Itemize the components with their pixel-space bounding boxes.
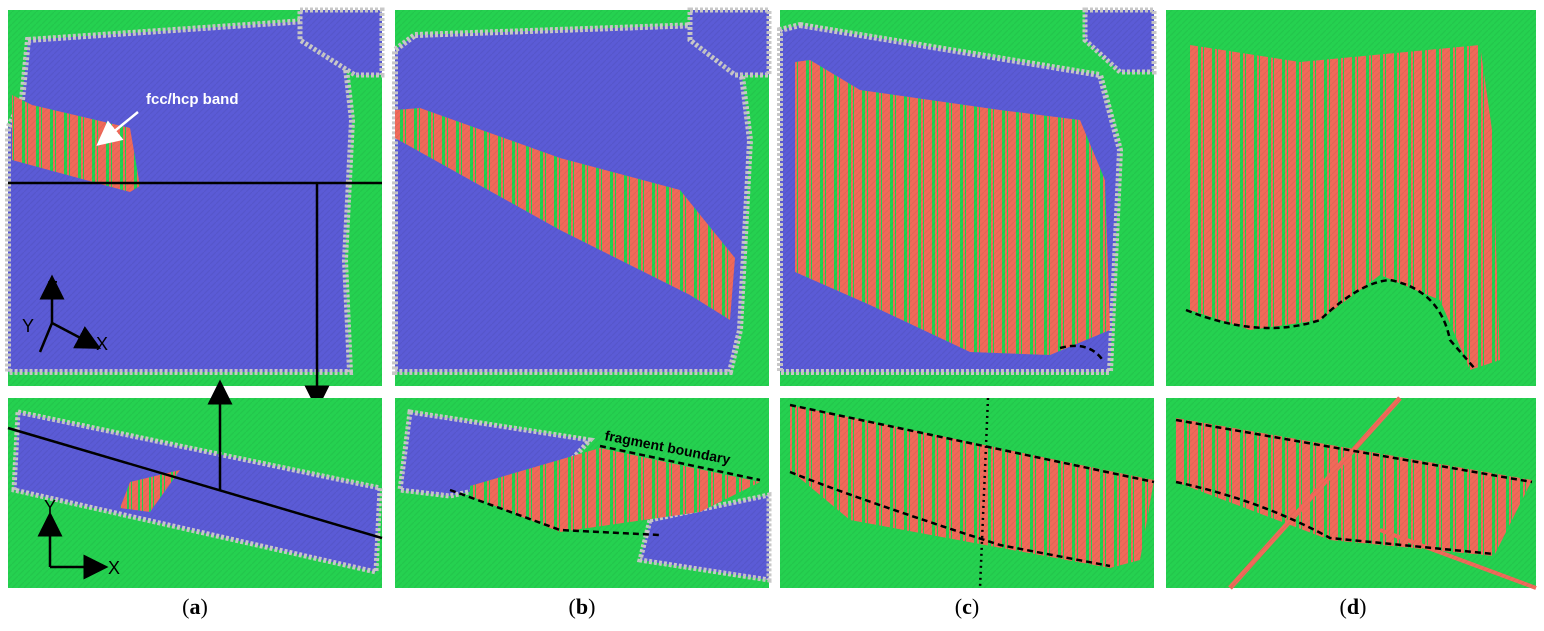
caption-d: (d) (1339, 594, 1367, 619)
fcc-hcp-band-arrow (96, 111, 139, 146)
fragment-boundary-line (599, 444, 761, 482)
panel-d-top (1166, 10, 1536, 386)
axis-y-label-bottom: Y (44, 497, 56, 517)
axis-y-label-top: Y (22, 316, 34, 336)
panel-a-bottom: Y X (7, 379, 383, 588)
fcc-hcp-band-label: fcc/hcp band (146, 91, 239, 108)
panel-d-bottom (1166, 396, 1537, 590)
panel-c-dotted-line (978, 397, 990, 589)
caption-b: (b) (568, 594, 596, 619)
axes-top-icon: Z Y X (22, 274, 108, 354)
axis-z-label: Z (47, 278, 58, 298)
panel-b-top (392, 7, 772, 386)
panel-c-bottom (780, 397, 1155, 589)
panel-c-top (777, 7, 1157, 386)
caption-a: (a) (182, 594, 208, 619)
caption-c: (c) (954, 594, 980, 619)
panel-a-top: fcc/hcp band Z Y X (5, 7, 385, 411)
panel-b-bottom: fragment boundary (395, 398, 772, 588)
axes-bottom-icon: Y X (37, 497, 120, 580)
axis-x-label-bottom: X (108, 558, 120, 578)
axis-x-label-top: X (96, 334, 108, 354)
panel-a-slice-line-bottom (7, 426, 383, 540)
